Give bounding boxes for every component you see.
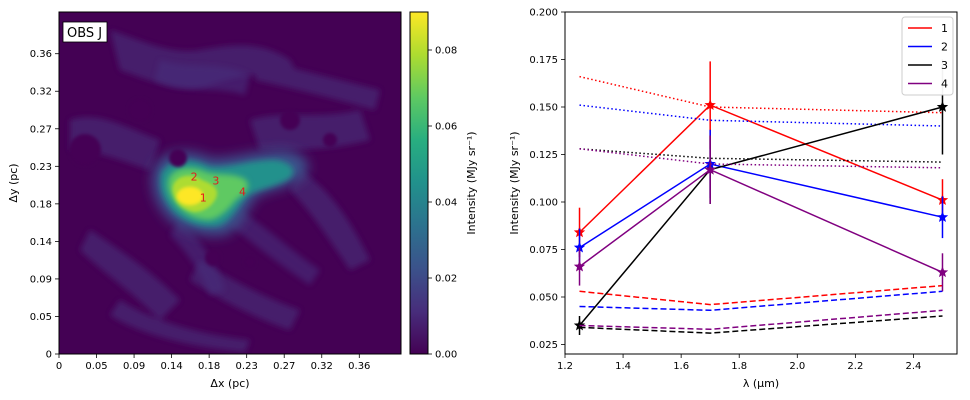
legend-label-1: 1 bbox=[941, 22, 948, 35]
heatmap-panel: OBS J 0 0.05 0.09 0.14 0.18 0.23 0.27 0.32 0.36 … bbox=[7, 11, 402, 390]
heatmap-x-tick-label: 0.18 bbox=[198, 361, 220, 372]
heatmap-image bbox=[59, 12, 401, 354]
line-x-tick-label: 2.2 bbox=[847, 361, 863, 372]
region-marker-2: 2 bbox=[191, 170, 198, 183]
line-y-ticks: 0.025 0.050 0.075 0.100 0.125 0.150 0.175 0.200 bbox=[529, 8, 565, 351]
series-2-star-marker bbox=[573, 241, 586, 253]
heatmap-x-tick-label: 0.05 bbox=[85, 361, 107, 372]
line-chart-panel: 1.2 1.4 1.6 1.8 2.0 2.2 2.4 0.025 0.050 0.075 0.1… bbox=[508, 8, 958, 390]
series-4-dashed-line bbox=[579, 309, 943, 331]
legend-label-2: 2 bbox=[941, 41, 948, 54]
line-x-tick-label: 2.4 bbox=[905, 361, 921, 372]
heatmap-x-ticks: 0 0.05 0.09 0.14 0.18 0.23 0.27 0.32 0.36 bbox=[56, 354, 370, 372]
line-y-label: Intensity (MJy sr⁻¹) bbox=[508, 131, 521, 234]
line-x-tick-label: 1.4 bbox=[615, 361, 631, 372]
line-x-tick-label: 1.2 bbox=[557, 361, 573, 372]
heatmap-y-tick-label: 0.14 bbox=[30, 237, 52, 248]
heatmap-y-tick-label: 0.27 bbox=[30, 124, 52, 135]
obs-label: OBS J bbox=[67, 26, 102, 41]
series-4-star-marker bbox=[573, 260, 586, 272]
line-x-tick-label: 1.8 bbox=[731, 361, 747, 372]
heatmap-x-tick-label: 0.36 bbox=[348, 361, 370, 372]
series-1-dashed-line bbox=[579, 284, 943, 306]
colorbar-tick-label: 0.06 bbox=[435, 122, 457, 133]
legend-label-4: 4 bbox=[941, 78, 948, 91]
series-4-star-marker bbox=[936, 266, 949, 278]
line-chart-frame bbox=[564, 11, 958, 355]
heatmap-y-tick-label: 0.36 bbox=[30, 49, 52, 60]
heatmap-y-tick-label: 0.23 bbox=[30, 162, 52, 173]
series-2-star-marker bbox=[936, 211, 949, 223]
series-1-star-marker bbox=[704, 99, 716, 110]
obs-label-box: OBS J bbox=[62, 21, 108, 43]
colorbar-ticks: 0.00 0.02 0.04 0.06 0.08 bbox=[428, 46, 457, 361]
heatmap-y-label: Δy (pc) bbox=[7, 163, 20, 202]
line-y-tick-label: 0.100 bbox=[529, 198, 558, 209]
heatmap-markers: 12 3 4 bbox=[191, 170, 246, 204]
series-3-dashed-line bbox=[579, 315, 943, 334]
line-x-label: λ (μm) bbox=[743, 377, 779, 390]
colorbar-tick-label: 0.04 bbox=[435, 198, 457, 209]
region-marker-1: 1 bbox=[200, 191, 207, 204]
line-y-tick-label: 0.025 bbox=[529, 340, 558, 351]
line-x-tick-label: 1.6 bbox=[673, 361, 689, 372]
colorbar-gradient bbox=[409, 11, 429, 355]
line-y-tick-label: 0.125 bbox=[529, 150, 558, 161]
heatmap-x-tick-label: 0.14 bbox=[160, 361, 182, 372]
colorbar-label: Intensity (MJy sr⁻¹) bbox=[465, 131, 478, 234]
heatmap-y-tick-label: 0.05 bbox=[30, 312, 52, 323]
series-3-star-marker bbox=[936, 101, 949, 112]
colorbar-tick-label: 0.02 bbox=[435, 274, 457, 285]
series-3-star-marker bbox=[573, 319, 586, 331]
colorbar-tick-label: 0.00 bbox=[435, 350, 457, 361]
line-series-group bbox=[573, 59, 949, 335]
legend-box bbox=[901, 16, 954, 96]
heatmap-x-tick-label: 0 bbox=[56, 361, 62, 372]
heatmap-x-tick-label: 0.27 bbox=[273, 361, 295, 372]
heatmap-y-ticks: 0 0.05 0.09 0.14 0.18 0.23 0.27 0.32 0.36 bbox=[30, 49, 59, 361]
colorbar-tick-label: 0.08 bbox=[435, 46, 457, 57]
series-4 bbox=[573, 135, 949, 331]
series-1-dotted-line bbox=[579, 75, 943, 114]
heatmap-frame bbox=[58, 11, 402, 355]
legend: 1 2 3 4 bbox=[901, 16, 954, 96]
series-2-dashed-line bbox=[579, 290, 943, 312]
region-marker-3: 3 bbox=[212, 175, 219, 188]
line-y-tick-label: 0.175 bbox=[529, 55, 558, 66]
heatmap-y-tick-label: 0.18 bbox=[30, 199, 52, 210]
heatmap-y-tick-label: 0.32 bbox=[30, 87, 52, 98]
heatmap-x-tick-label: 0.23 bbox=[236, 361, 258, 372]
line-y-tick-label: 0.075 bbox=[529, 245, 558, 256]
legend-label-3: 3 bbox=[941, 59, 948, 72]
line-x-ticks: 1.2 1.4 1.6 1.8 2.0 2.2 2.4 bbox=[557, 354, 921, 372]
heatmap-y-tick-label: 0 bbox=[46, 350, 52, 361]
line-y-tick-label: 0.150 bbox=[529, 103, 558, 114]
series-4-star-marker bbox=[704, 163, 716, 175]
line-y-tick-label: 0.200 bbox=[529, 8, 558, 19]
heatmap-x-tick-label: 0.32 bbox=[311, 361, 333, 372]
heatmap-x-label: Δx (pc) bbox=[210, 377, 249, 390]
line-x-tick-label: 2.0 bbox=[789, 361, 805, 372]
heatmap-y-tick-label: 0.09 bbox=[30, 274, 52, 285]
heatmap-x-tick-label: 0.09 bbox=[123, 361, 145, 372]
line-y-tick-label: 0.050 bbox=[529, 293, 558, 304]
colorbar: 0.00 0.02 0.04 0.06 0.08 Intensity (MJy sr⁻¹… bbox=[409, 11, 478, 361]
region-marker-4: 4 bbox=[239, 186, 246, 199]
